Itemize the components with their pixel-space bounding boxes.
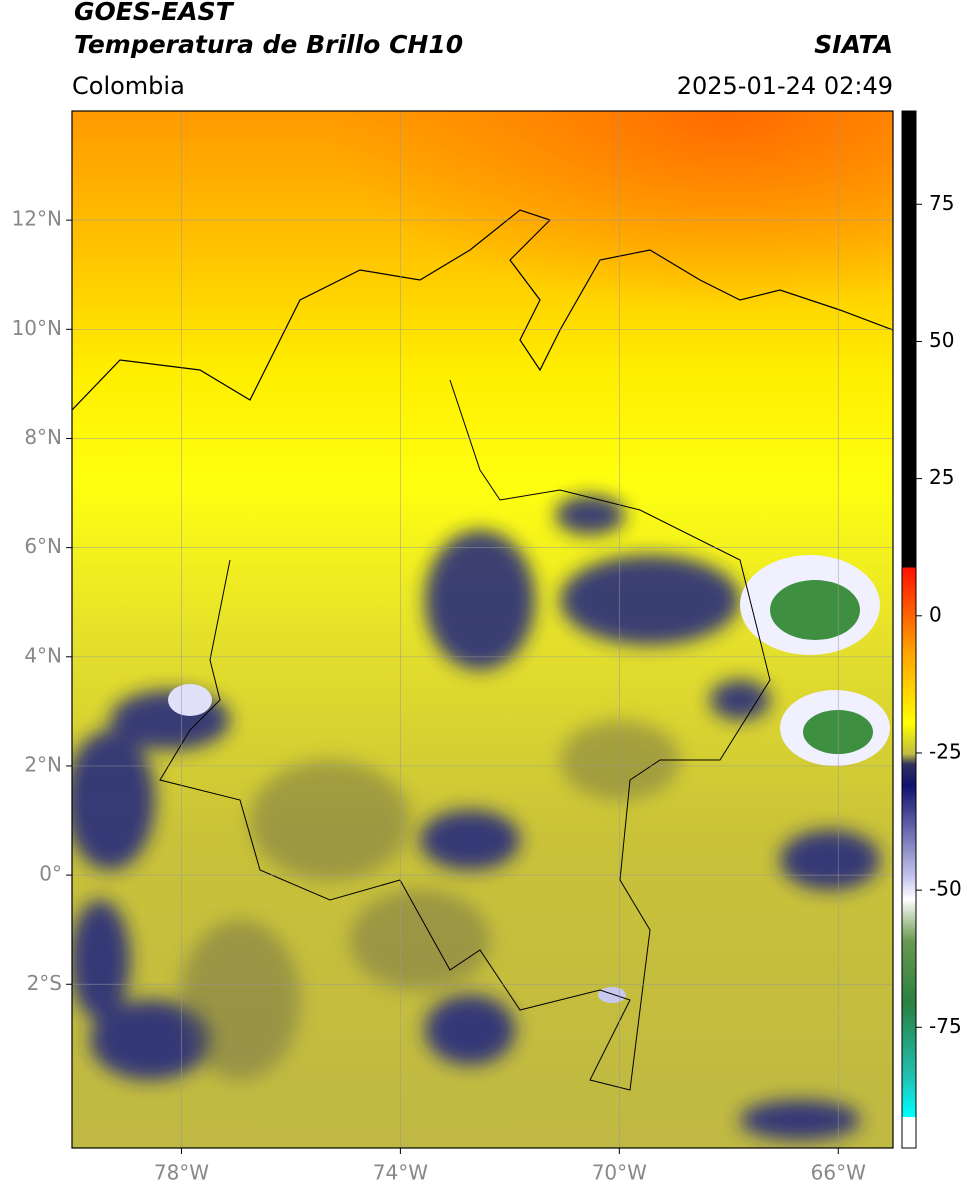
x-tick-label: 74°W: [373, 1161, 428, 1185]
y-tick-label: 8°N: [24, 425, 62, 449]
subtitle: Temperatura de Brillo CH10: [74, 30, 463, 59]
y-tick-label: 12°N: [12, 207, 62, 231]
title: GOES-EAST: [74, 0, 235, 26]
y-tick-label: 4°N: [24, 643, 62, 667]
map-image: [72, 111, 893, 1148]
colorbar: [901, 110, 917, 1149]
y-tick-label: 6°N: [24, 534, 62, 558]
y-tick-label: 10°N: [12, 316, 62, 340]
grid: [72, 111, 893, 1148]
colorbar-tick-label: 25: [929, 465, 954, 489]
agency: SIATA: [814, 30, 893, 59]
datetime: 2025-01-24 02:49: [677, 72, 893, 100]
x-tick-label: 66°W: [811, 1161, 866, 1185]
colorbar-tick-label: -75: [929, 1014, 962, 1038]
y-tick-label: 0°: [39, 862, 62, 886]
map-frame: [71, 110, 894, 1149]
colorbar-tick-label: 50: [929, 328, 954, 352]
x-tick-label: 78°W: [154, 1161, 209, 1185]
x-tick-label: 70°W: [592, 1161, 647, 1185]
region: Colombia: [72, 72, 185, 100]
colorbar-tick-label: -50: [929, 877, 962, 901]
y-tick-label: 2°S: [27, 971, 62, 995]
y-tick-label: 2°N: [24, 752, 62, 776]
colorbar-tick-label: 75: [929, 191, 954, 215]
colorbar-tick-label: -25: [929, 739, 962, 763]
colorbar-tick-label: 0: [929, 602, 942, 626]
